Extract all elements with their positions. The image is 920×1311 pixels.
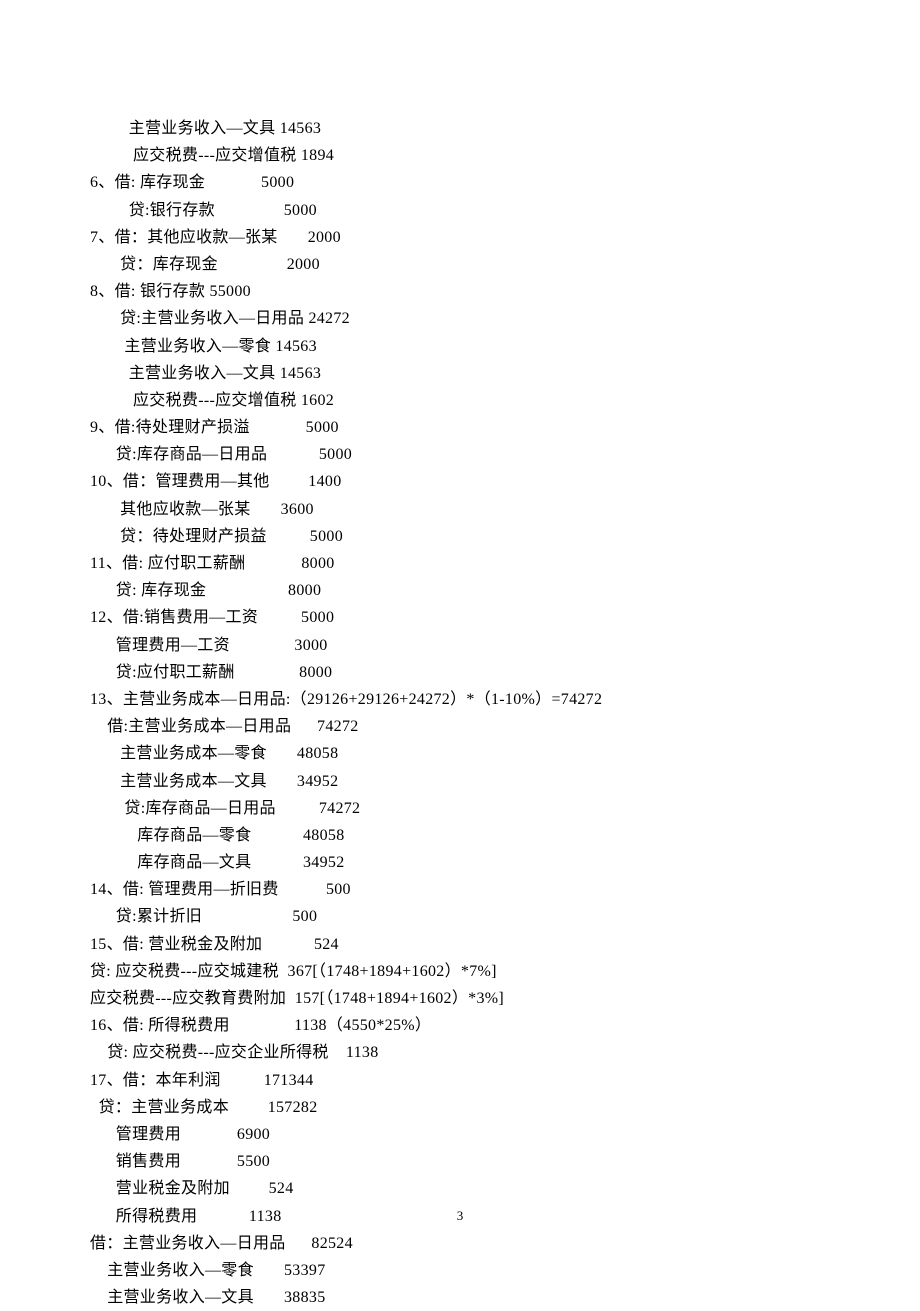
text-line: 销售费用 5500 <box>90 1148 830 1175</box>
text-line: 应交税费---应交教育费附加 157[（1748+1894+1602）*3%] <box>90 985 830 1012</box>
text-line: 主营业务收入—文具 14563 <box>90 115 830 142</box>
text-line: 应交税费---应交增值税 1602 <box>90 387 830 414</box>
text-line: 贷:应付职工薪酬 8000 <box>90 659 830 686</box>
text-line: 借：主营业务收入—日用品 82524 <box>90 1230 830 1257</box>
text-line: 库存商品—文具 34952 <box>90 849 830 876</box>
text-line: 主营业务成本—零食 48058 <box>90 740 830 767</box>
text-line: 主营业务收入—文具 14563 <box>90 360 830 387</box>
text-line: 7、借：其他应收款—张某 2000 <box>90 224 830 251</box>
text-line: 17、借：本年利润 171344 <box>90 1067 830 1094</box>
text-line: 15、借: 营业税金及附加 524 <box>90 931 830 958</box>
text-line: 9、借:待处理财产损溢 5000 <box>90 414 830 441</box>
text-line: 贷：主营业务成本 157282 <box>90 1094 830 1121</box>
text-line: 主营业务收入—零食 53397 <box>90 1257 830 1284</box>
text-line: 贷:库存商品—日用品 5000 <box>90 441 830 468</box>
text-line: 其他应收款—张某 3600 <box>90 496 830 523</box>
text-line: 贷:库存商品—日用品 74272 <box>90 795 830 822</box>
text-line: 10、借：管理费用—其他 1400 <box>90 468 830 495</box>
page-number: 3 <box>0 1205 920 1227</box>
text-line: 主营业务收入—零食 14563 <box>90 333 830 360</box>
text-line: 11、借: 应付职工薪酬 8000 <box>90 550 830 577</box>
text-line: 贷: 应交税费---应交城建税 367[（1748+1894+1602）*7%] <box>90 958 830 985</box>
text-line: 贷:累计折旧 500 <box>90 903 830 930</box>
text-line: 贷: 库存现金 8000 <box>90 577 830 604</box>
text-line: 16、借: 所得税费用 1138（4550*25%） <box>90 1012 830 1039</box>
text-line: 营业税金及附加 524 <box>90 1175 830 1202</box>
text-line: 14、借: 管理费用—折旧费 500 <box>90 876 830 903</box>
text-line: 贷:银行存款 5000 <box>90 197 830 224</box>
text-line: 贷:主营业务收入—日用品 24272 <box>90 305 830 332</box>
text-line: 主营业务成本—文具 34952 <box>90 768 830 795</box>
text-line: 主营业务收入—文具 38835 <box>90 1284 830 1311</box>
text-line: 8、借: 银行存款 55000 <box>90 278 830 305</box>
text-line: 贷：待处理财产损益 5000 <box>90 523 830 550</box>
text-line: 管理费用 6900 <box>90 1121 830 1148</box>
text-line: 13、主营业务成本—日用品:（29126+29126+24272）*（1-10%… <box>90 686 830 713</box>
text-line: 贷：库存现金 2000 <box>90 251 830 278</box>
text-line: 管理费用—工资 3000 <box>90 632 830 659</box>
text-line: 库存商品—零食 48058 <box>90 822 830 849</box>
document-content: 主营业务收入—文具 14563 应交税费---应交增值税 1894 6、借: 库… <box>90 115 830 1311</box>
text-line: 应交税费---应交增值税 1894 <box>90 142 830 169</box>
text-line: 借:主营业务成本—日用品 74272 <box>90 713 830 740</box>
text-line: 12、借:销售费用—工资 5000 <box>90 604 830 631</box>
text-line: 贷: 应交税费---应交企业所得税 1138 <box>90 1039 830 1066</box>
text-line: 6、借: 库存现金 5000 <box>90 169 830 196</box>
